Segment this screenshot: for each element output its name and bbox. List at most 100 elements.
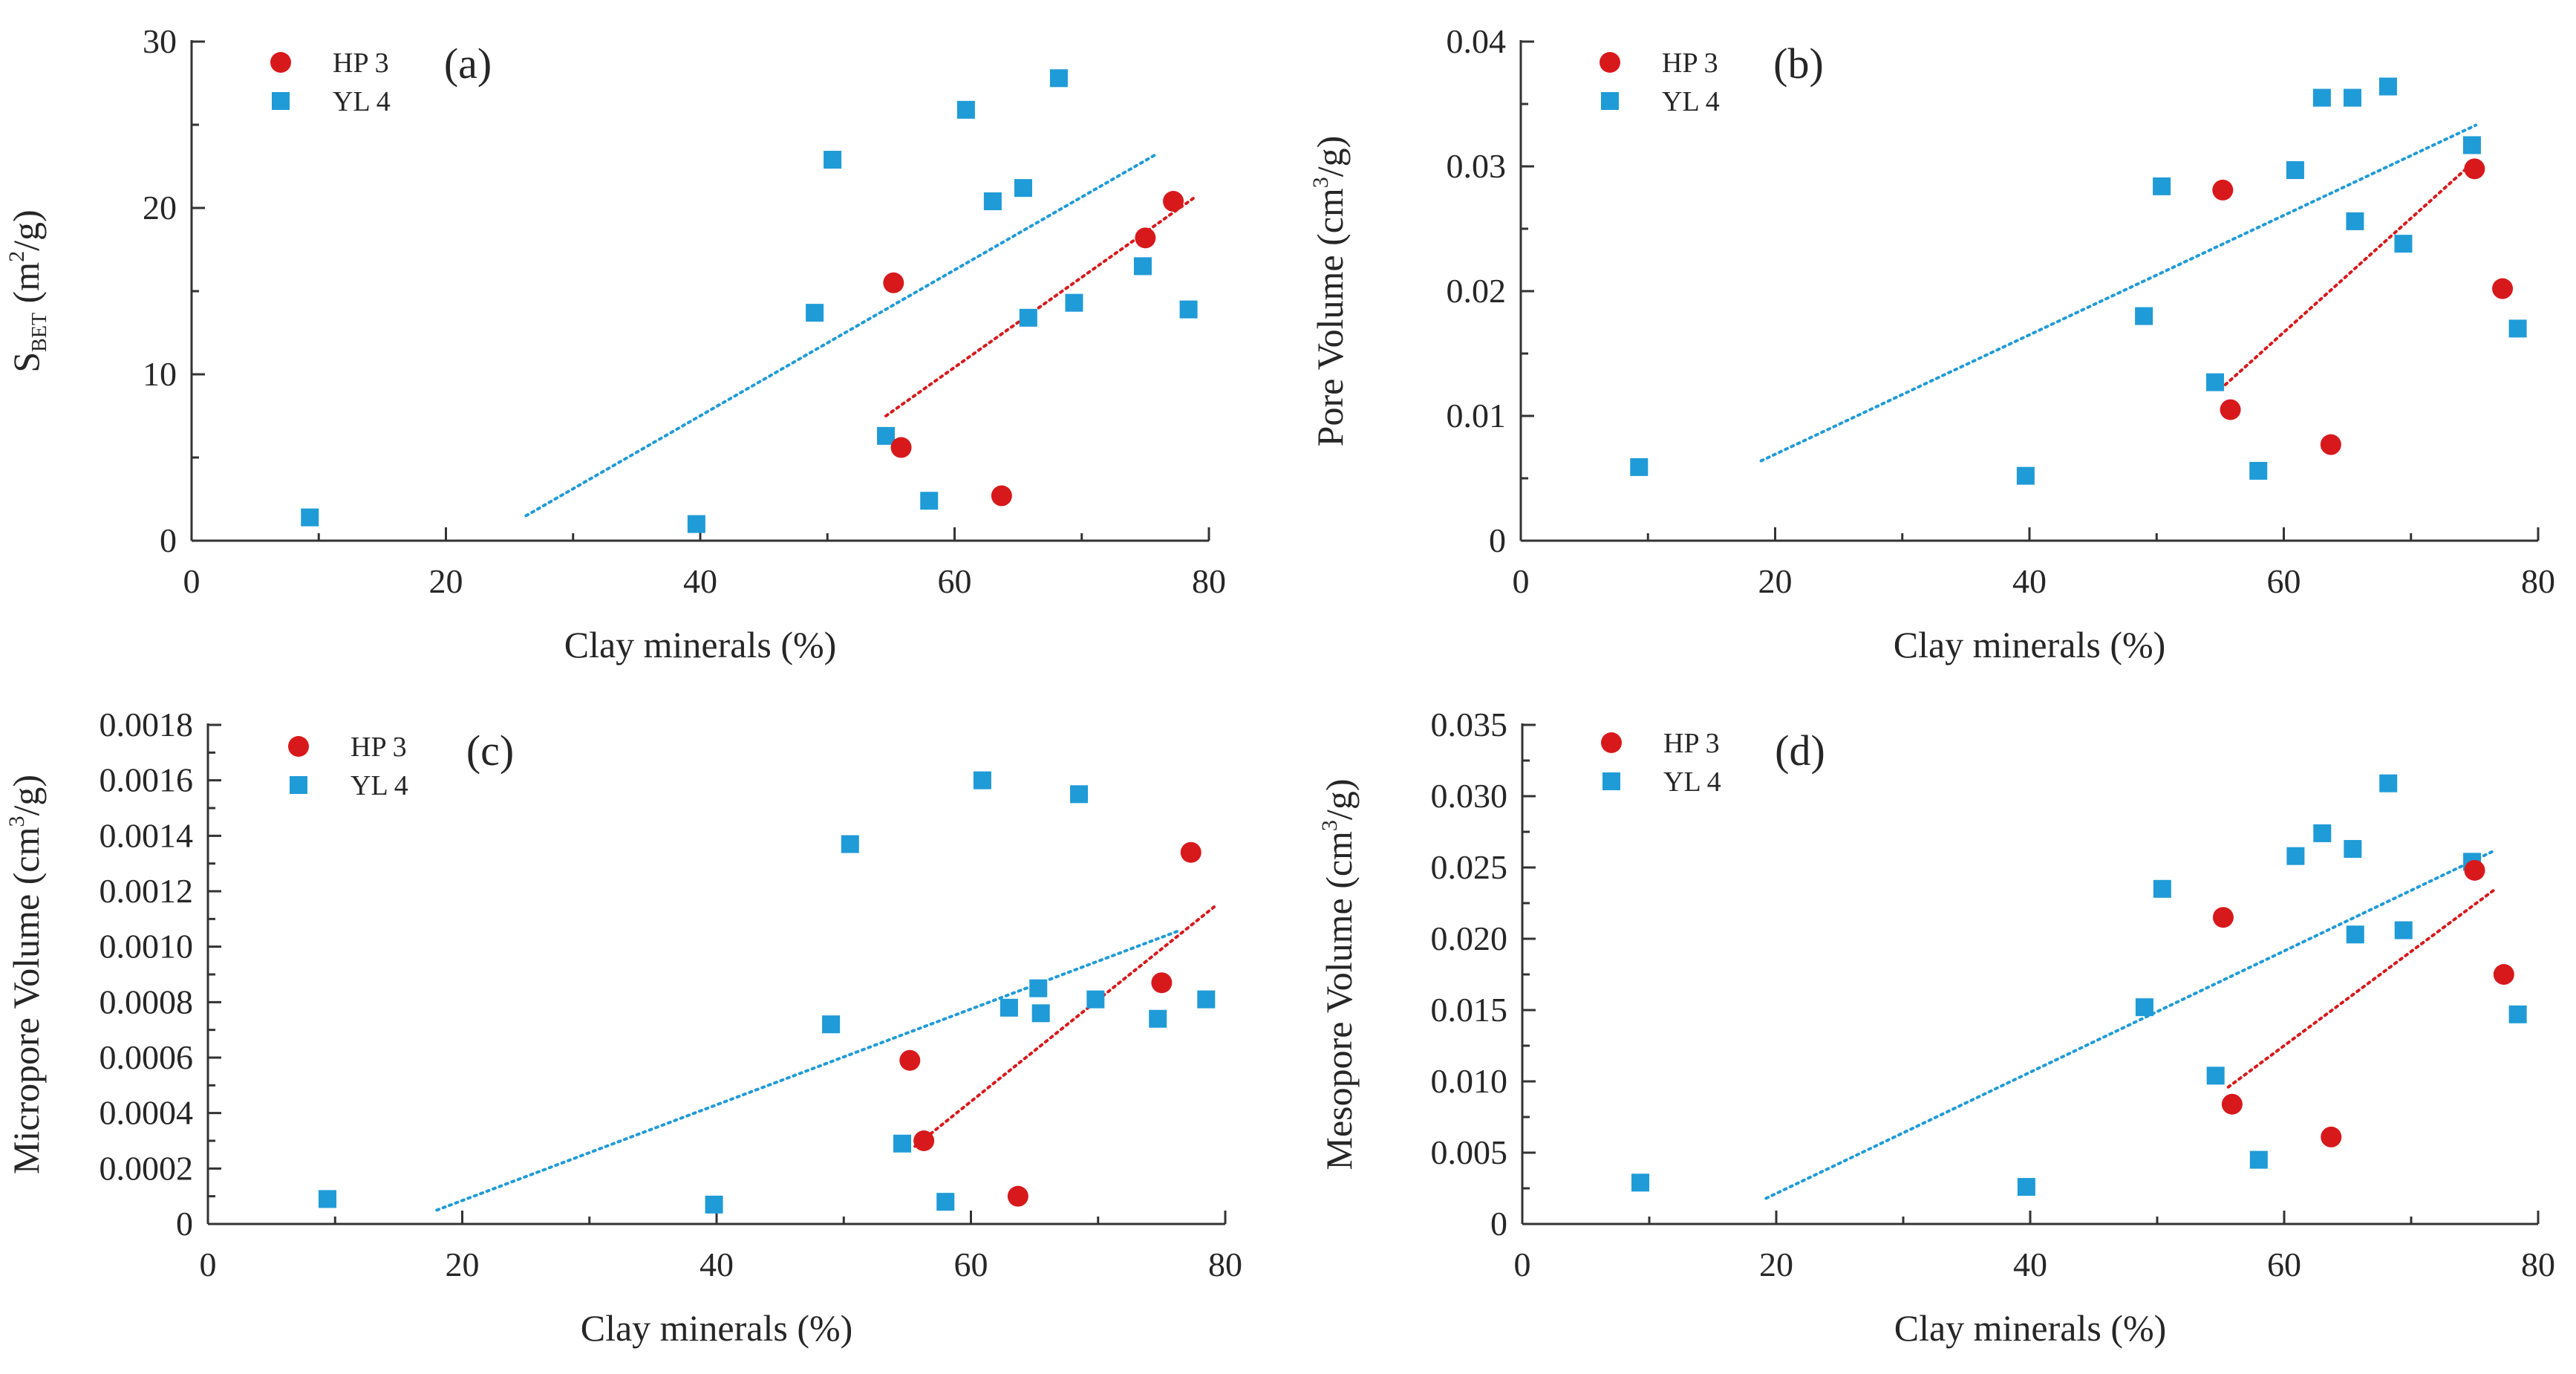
data-point-hp3 xyxy=(2212,907,2234,928)
data-point-yl4 xyxy=(822,1015,841,1034)
y-axis-label: SBET (m2/g) xyxy=(4,209,51,372)
data-point-yl4 xyxy=(841,835,859,853)
data-point-yl4 xyxy=(2344,840,2362,859)
legend-marker-yl4 xyxy=(1602,772,1620,790)
panel-label: (a) xyxy=(444,39,492,88)
x-tick-label: 60 xyxy=(954,1246,988,1283)
x-tick-label: 60 xyxy=(938,562,972,600)
data-point-hp3 xyxy=(1151,972,1173,994)
legend: HP 3 YL 4 xyxy=(270,48,391,117)
data-point-yl4 xyxy=(936,1193,955,1211)
data-point-yl4 xyxy=(1630,458,1649,476)
y-tick-label: 20 xyxy=(143,189,177,227)
legend-marker-hp3 xyxy=(1600,52,1620,73)
x-tick-label: 40 xyxy=(2012,562,2047,600)
data-point-yl4 xyxy=(2286,847,2305,865)
chart-panel-a: 0 20 40 60 80 0 10 20 30 Clay minerals (%) SBET (m… xyxy=(4,22,1226,665)
data-point-yl4 xyxy=(920,492,939,510)
data-point-yl4 xyxy=(2206,1067,2225,1085)
data-point-yl4 xyxy=(318,1190,336,1208)
trend-line-hp3 xyxy=(2223,158,2478,386)
data-point-yl4 xyxy=(893,1134,912,1153)
data-point-yl4 xyxy=(1019,308,1037,327)
y-tick-label: 10 xyxy=(143,355,177,393)
data-point-hp3 xyxy=(913,1130,935,1151)
data-point-yl4 xyxy=(705,1195,723,1214)
data-point-yl4 xyxy=(2249,1150,2268,1169)
x-axis-label: Clay minerals (%) xyxy=(581,1307,853,1349)
y-tick-label: 0.0002 xyxy=(100,1149,194,1187)
data-point-yl4 xyxy=(2508,1005,2527,1023)
data-point-yl4 xyxy=(2313,824,2332,842)
legend: HP 3 YL 4 xyxy=(1600,48,1720,117)
data-point-yl4 xyxy=(2394,235,2413,253)
y-tick-label: 0.025 xyxy=(1431,848,1508,886)
x-axis-label: Clay minerals (%) xyxy=(1894,624,2166,665)
x-tick-label: 80 xyxy=(2521,562,2555,600)
y-tick-label: 0.0006 xyxy=(100,1038,194,1076)
y-tick-label: 0.02 xyxy=(1447,272,1507,310)
y-tick-label: 0.0014 xyxy=(100,816,194,854)
x-tick-label: 40 xyxy=(2013,1246,2047,1283)
legend: HP 3 YL 4 xyxy=(1601,728,1721,798)
y-tick-label: 0.0010 xyxy=(100,928,194,966)
x-tick-label: 20 xyxy=(1758,562,1793,600)
data-point-yl4 xyxy=(1029,979,1048,997)
data-point-hp3 xyxy=(2221,1093,2243,1115)
y-tick-label: 0 xyxy=(176,1205,193,1243)
y-tick-label: 0.0004 xyxy=(100,1094,194,1132)
legend-label-yl4: YL 4 xyxy=(350,770,408,801)
trend-line-hp3 xyxy=(2226,888,2496,1089)
legend-marker-hp3 xyxy=(1601,732,1622,753)
data-point-yl4 xyxy=(2508,319,2527,338)
y-tick-label: 0.0012 xyxy=(100,872,194,910)
y-tick-label: 0.0016 xyxy=(100,761,194,799)
legend-label-yl4: YL 4 xyxy=(1663,766,1721,798)
data-point-hp3 xyxy=(2212,179,2234,201)
data-point-hp3 xyxy=(2220,399,2241,420)
panel-label: (c) xyxy=(466,726,514,775)
data-point-hp3 xyxy=(2492,278,2514,299)
data-point-yl4 xyxy=(973,771,991,789)
data-point-yl4 xyxy=(1049,69,1068,88)
data-point-yl4 xyxy=(1149,1009,1167,1028)
data-point-yl4 xyxy=(1070,785,1089,804)
x-tick-label: 40 xyxy=(683,562,717,600)
data-point-yl4 xyxy=(687,515,705,533)
data-point-yl4 xyxy=(1631,1173,1650,1192)
data-point-yl4 xyxy=(2206,373,2225,391)
legend-label-hp3: HP 3 xyxy=(333,48,389,79)
data-point-hp3 xyxy=(2320,434,2341,455)
x-tick-label: 80 xyxy=(2521,1246,2555,1283)
y-tick-label: 0.04 xyxy=(1447,22,1507,60)
x-tick-label: 60 xyxy=(2267,1246,2301,1283)
data-point-yl4 xyxy=(2017,1178,2035,1196)
panel-label: (b) xyxy=(1773,39,1824,88)
data-point-hp3 xyxy=(991,485,1012,507)
data-point-yl4 xyxy=(1179,300,1198,319)
y-tick-label: 0 xyxy=(160,521,177,559)
y-axis-label: Pore Volume (cm3/g) xyxy=(1308,136,1351,447)
x-tick-label: 20 xyxy=(1759,1246,1793,1283)
x-tick-label: 0 xyxy=(1514,1246,1531,1283)
data-point-yl4 xyxy=(2135,307,2153,325)
data-point-yl4 xyxy=(2153,879,2171,898)
data-point-hp3 xyxy=(890,437,912,458)
legend-label-hp3: HP 3 xyxy=(1662,48,1718,79)
y-tick-label: 0.0018 xyxy=(100,706,194,743)
data-point-yl4 xyxy=(2135,998,2153,1017)
legend-marker-yl4 xyxy=(272,92,290,110)
y-tick-label: 0.030 xyxy=(1431,777,1508,815)
trend-line-yl4 xyxy=(524,153,1158,518)
data-point-yl4 xyxy=(1031,1004,1050,1023)
data-point-hp3 xyxy=(883,272,904,293)
x-tick-label: 80 xyxy=(1208,1246,1242,1283)
y-tick-label: 0.015 xyxy=(1431,991,1508,1029)
y-axis-label: Micropore Volume (cm3/g) xyxy=(4,775,47,1174)
data-point-yl4 xyxy=(2379,774,2398,792)
data-point-yl4 xyxy=(824,151,842,169)
x-tick-label: 20 xyxy=(446,1246,480,1283)
data-point-yl4 xyxy=(2153,177,2171,195)
data-point-hp3 xyxy=(2493,964,2514,985)
